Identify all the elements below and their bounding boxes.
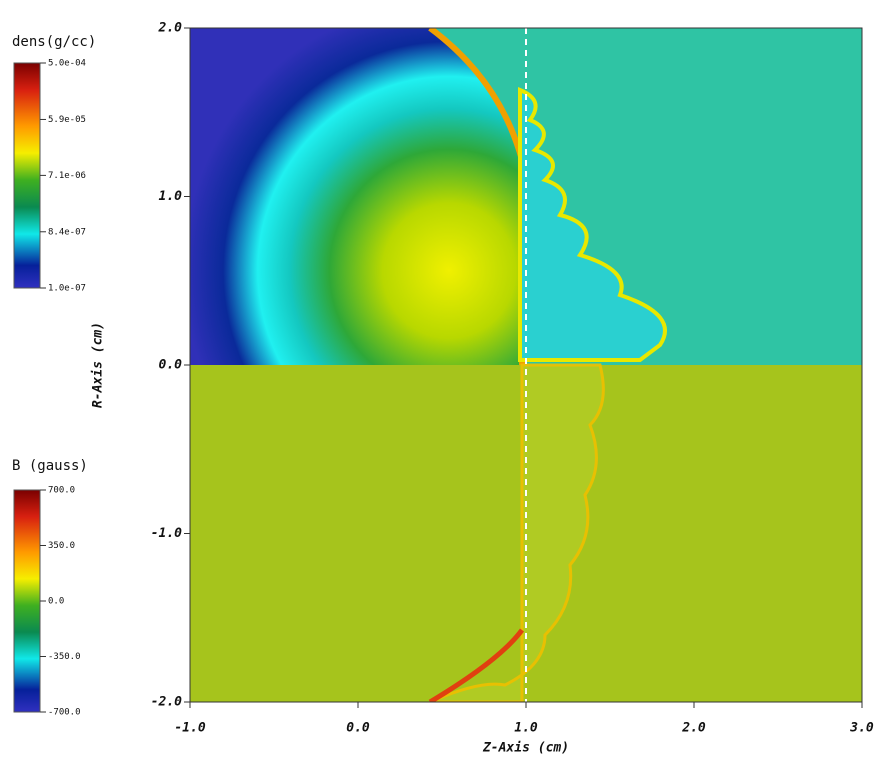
chart: Z-Axis (cm) R-Axis (cm) -1.0 0.0 1.0 2.0 3.0… xyxy=(0,0,877,771)
colorbar-tick-label: 1.0e-07 xyxy=(48,284,86,294)
y-tick-label: 2.0 xyxy=(158,21,183,36)
colorbar-title: B (gauss) xyxy=(12,458,88,474)
colorbar-tick-label: 5.0e-04 xyxy=(48,59,86,69)
colorbar-tick-label: -700.0 xyxy=(48,708,81,718)
colorbar-title: dens(g/cc) xyxy=(12,34,96,50)
x-tick-label: 0.0 xyxy=(346,721,370,736)
colorbar-tick-label: 700.0 xyxy=(48,486,75,496)
y-tick-label: -2.0 xyxy=(151,695,182,710)
y-axis-label: R-Axis (cm) xyxy=(91,322,106,408)
x-tick-label: 1.0 xyxy=(514,721,538,736)
page: {"chart_data": {"type": "heatmap", "x_la… xyxy=(0,0,877,771)
shocked-region xyxy=(190,28,522,365)
x-tick-label: 2.0 xyxy=(681,721,706,736)
y-tick-label: 1.0 xyxy=(159,189,183,204)
field xyxy=(190,28,862,702)
colorbar-tick-label: 350.0 xyxy=(48,541,75,551)
colorbar xyxy=(14,63,40,288)
y-tick-label: 0.0 xyxy=(159,358,183,373)
colorbar-tick-label: 0.0 xyxy=(48,597,64,607)
colorbar-tick-label: 5.9e-05 xyxy=(48,115,86,125)
x-tick-label: -1.0 xyxy=(174,721,205,736)
colorbar xyxy=(14,490,40,712)
colorbar-tick-label: -350.0 xyxy=(48,652,81,662)
x-tick-label: 3.0 xyxy=(849,721,874,736)
x-axis-label: Z-Axis (cm) xyxy=(482,741,569,756)
colorbar-tick-label: 7.1e-06 xyxy=(48,171,86,181)
colorbar-tick-label: 8.4e-07 xyxy=(48,227,86,237)
y-tick-label: -1.0 xyxy=(151,526,182,541)
